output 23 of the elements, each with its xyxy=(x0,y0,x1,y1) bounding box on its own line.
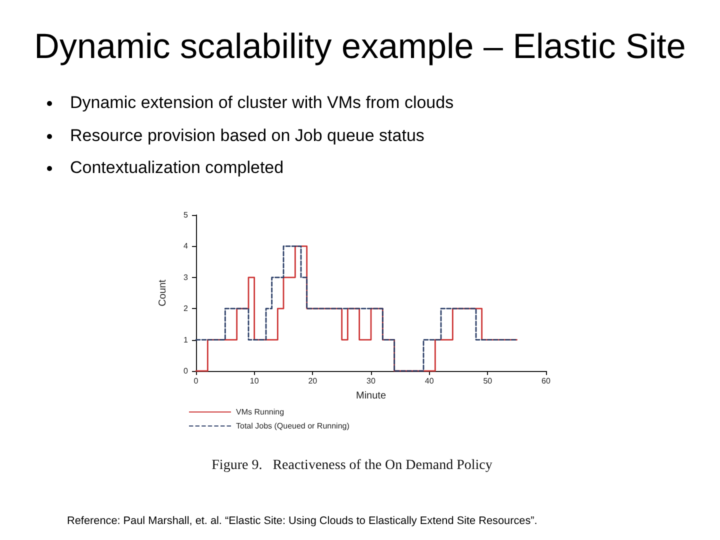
y-tick-label: 3 xyxy=(184,272,189,282)
x-tick-label: 40 xyxy=(424,376,434,386)
legend-label: Total Jobs (Queued or Running) xyxy=(236,422,350,430)
text: Contextualization completed xyxy=(70,157,284,179)
y-tick-label: 4 xyxy=(184,242,189,251)
y-tick-label: 5 xyxy=(184,210,189,220)
chart-title: Dynamic scalability example – Elastic Site xyxy=(34,27,686,66)
x-tick-label: 10 xyxy=(250,376,260,386)
text: Reference: Paul Marshall, et. al. “Elastic Site: Using Clouds to Elastically Extend Site Resources”. xyxy=(67,514,538,529)
y-tick-label: 1 xyxy=(184,335,189,344)
text: Dynamic extension of cluster with VMs from clouds xyxy=(70,92,454,114)
y-tick-label: 2 xyxy=(184,304,189,314)
y-tick-label: 0 xyxy=(184,366,189,376)
y-axis-title: Count xyxy=(158,279,168,306)
x-tick-label: 0 xyxy=(194,376,199,386)
x-axis-title: Minute xyxy=(356,390,386,402)
x-tick-label: 60 xyxy=(542,376,551,386)
caption: Figure 9. Reactiveness of the On Demand Policy xyxy=(212,458,492,473)
x-tick-label: 50 xyxy=(483,376,493,386)
x-tick-label: 30 xyxy=(366,376,376,386)
legend-label: VMs Running xyxy=(236,408,284,416)
x-tick-label: 20 xyxy=(308,376,318,386)
text: Resource provision based on Job queue status xyxy=(70,124,424,146)
